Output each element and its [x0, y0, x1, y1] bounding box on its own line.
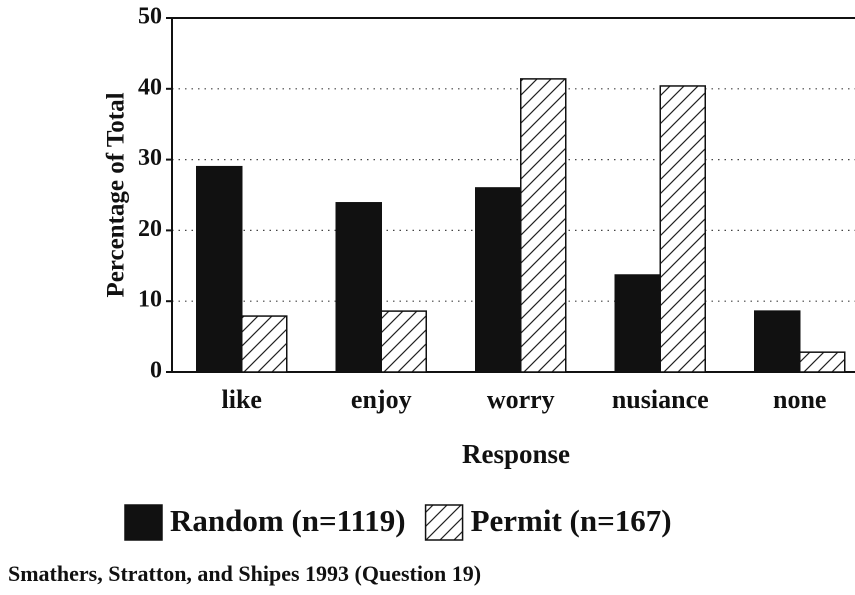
y-tick-label: 50: [138, 4, 162, 30]
bar: [614, 274, 661, 373]
legend-swatch: [424, 504, 464, 541]
x-tick-label: none: [773, 385, 826, 414]
bar: [335, 202, 382, 373]
x-tick-label: like: [222, 385, 262, 414]
bar: [799, 351, 846, 373]
legend-label: Random (n=1119): [170, 503, 406, 538]
y-axis-label: Percentage of Total: [103, 92, 130, 297]
y-tick-label: 0: [150, 358, 162, 384]
y-tick-label: 40: [138, 74, 162, 100]
x-tick-label: worry: [487, 385, 555, 414]
bar: [659, 85, 706, 373]
bar: [196, 165, 243, 373]
bar: [754, 310, 801, 373]
bar: [475, 187, 522, 373]
bar: [241, 315, 288, 373]
bar: [520, 78, 567, 373]
bar: [380, 310, 427, 373]
x-tick-label: nusiance: [612, 385, 709, 414]
y-tick-label: 30: [138, 145, 162, 171]
legend-label: Permit (n=167): [471, 503, 672, 538]
caption: Smathers, Stratton, and Shipes 1993 (Que…: [8, 561, 481, 586]
x-tick-label: enjoy: [351, 385, 412, 414]
y-tick-label: 10: [138, 287, 162, 313]
x-axis-label: Response: [462, 439, 570, 469]
y-tick-label: 20: [138, 216, 162, 242]
legend-swatch: [124, 504, 163, 541]
